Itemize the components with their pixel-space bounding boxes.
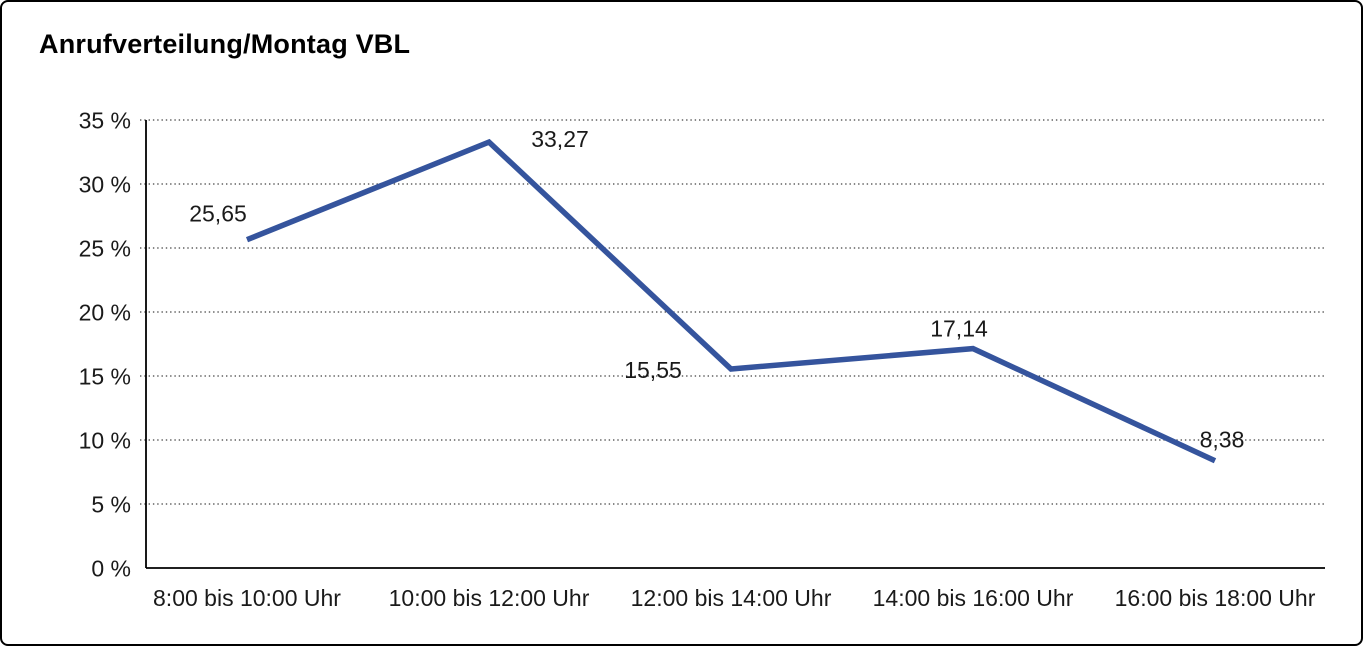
data-point-label: 15,55 <box>624 357 682 383</box>
y-tick-label: 20 % <box>79 300 131 326</box>
x-category-label: 14:00 bis 16:00 Uhr <box>873 585 1074 611</box>
x-category-label: 10:00 bis 12:00 Uhr <box>389 585 590 611</box>
y-tick-label: 5 % <box>91 492 131 518</box>
data-point-label: 33,27 <box>531 126 589 152</box>
y-tick-label: 0 % <box>91 556 131 582</box>
data-point-label: 25,65 <box>189 201 247 227</box>
x-category-label: 12:00 bis 14:00 Uhr <box>631 585 832 611</box>
y-tick-label: 10 % <box>79 428 131 454</box>
series-line <box>245 138 1217 464</box>
y-tick-label: 35 % <box>79 108 131 134</box>
x-category-label: 16:00 bis 18:00 Uhr <box>1115 585 1316 611</box>
y-tick-label: 30 % <box>79 172 131 198</box>
data-point-label: 8,38 <box>1200 427 1245 453</box>
y-tick-label: 25 % <box>79 236 131 262</box>
data-point-label: 17,14 <box>930 316 988 342</box>
y-tick-label: 15 % <box>79 364 131 390</box>
x-category-label: 8:00 bis 10:00 Uhr <box>153 585 341 611</box>
chart-title: Anrufverteilung/Montag VBL <box>39 29 411 59</box>
